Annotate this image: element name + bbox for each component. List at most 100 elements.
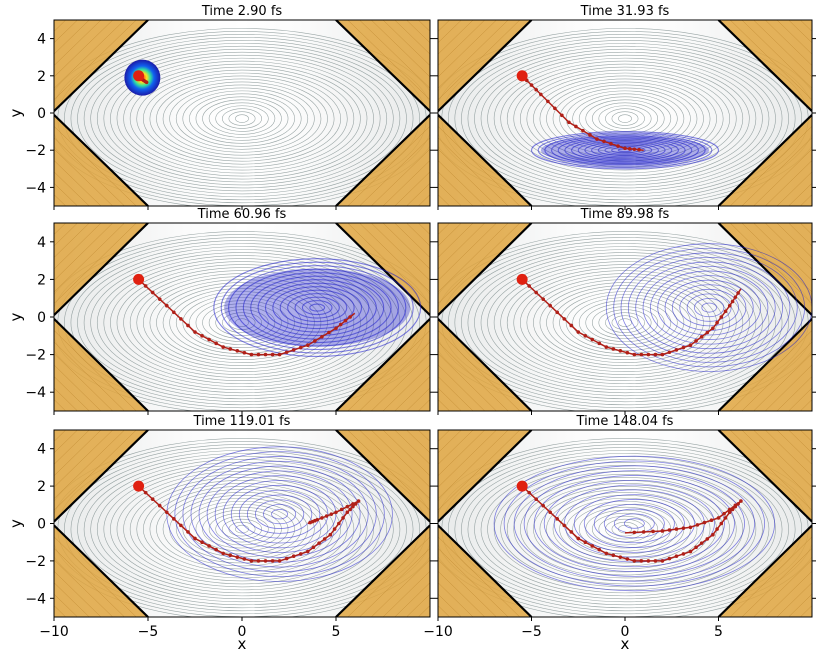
- potential-contour: [77, 453, 407, 606]
- wall-contour: [765, 20, 812, 66]
- wall-contour: [438, 387, 462, 411]
- wall-contour: [438, 536, 520, 617]
- wall-contour: [730, 536, 812, 617]
- y-tick-label: 0: [37, 310, 46, 326]
- y-tick-label: 2: [37, 272, 46, 288]
- wall-contour: [54, 223, 137, 304]
- wall-contour: [406, 183, 430, 206]
- trajectory-point: [284, 556, 289, 561]
- wall-contour: [347, 330, 430, 411]
- wall-contour: [54, 20, 102, 66]
- trajectory-point: [270, 559, 275, 563]
- wall-contour: [418, 605, 430, 617]
- wall-contour: [800, 605, 812, 617]
- wall-contour: [438, 223, 509, 293]
- trajectory-point: [320, 334, 324, 339]
- wall-contour: [765, 571, 812, 617]
- y-tick-label: −4: [25, 180, 46, 196]
- potential-contour: [110, 468, 374, 591]
- wavepacket-contour: [664, 279, 754, 336]
- wall-contour: [776, 430, 812, 465]
- wall-contour: [54, 353, 113, 411]
- wavepacket-contour: [230, 484, 329, 544]
- wall-contour: [406, 387, 430, 411]
- wall-contour: [382, 20, 430, 66]
- potential-contour: [519, 273, 731, 373]
- wall-contour: [788, 387, 812, 411]
- wall-boundary: [54, 524, 149, 617]
- wall-contour: [54, 430, 78, 454]
- potential-contour: [70, 243, 414, 403]
- wall-contour: [753, 430, 812, 488]
- trajectory-point: [317, 541, 321, 545]
- trajectory-point: [595, 137, 599, 141]
- trajectory-point: [604, 551, 609, 556]
- trajectory-point: [646, 559, 651, 563]
- trajectory-point: [705, 537, 710, 541]
- panel-3: Time 60.96 fs −4 −2 0 2 4 y: [7, 207, 434, 415]
- potential-contour: [96, 462, 388, 597]
- wall-contour: [753, 559, 812, 617]
- potential-contour: [143, 276, 341, 370]
- potential-contour: [235, 318, 249, 327]
- potential-contour: [611, 111, 639, 126]
- wall-boundary: [335, 114, 430, 206]
- wall-contour: [438, 223, 520, 304]
- trajectory-point: [332, 527, 337, 531]
- wavepacket-contour: [679, 288, 739, 327]
- trajectory-point: [569, 530, 574, 534]
- trajectory-point: [165, 303, 169, 308]
- wall-contour: [371, 353, 430, 411]
- potential-contour: [438, 438, 812, 617]
- wall-contour: [54, 341, 125, 411]
- wavepacket-contour: [220, 261, 414, 354]
- wall-contour: [438, 20, 462, 43]
- wall-contour: [54, 223, 66, 235]
- trajectory-point: [529, 83, 534, 87]
- wall-contour: [438, 171, 474, 206]
- trajectory-point: [328, 532, 333, 537]
- trajectory-point: [660, 559, 665, 563]
- potential-contour: [585, 303, 665, 342]
- potential-contour: [461, 42, 789, 195]
- panel-4: Time 89.98 fs: [434, 207, 816, 415]
- wavepacket-contour: [613, 247, 806, 368]
- wall-contour: [54, 548, 125, 617]
- trajectory-point: [235, 555, 240, 559]
- trajectory-point: [723, 309, 728, 314]
- wall-contour: [347, 223, 430, 304]
- trajectory-point: [674, 527, 679, 531]
- potential-contour: [54, 231, 430, 411]
- wall-boundary: [438, 430, 533, 523]
- wavepacket-contour: [642, 266, 776, 350]
- wall-contour: [438, 126, 520, 206]
- trajectory-point: [339, 507, 344, 512]
- wall-contour: [753, 148, 812, 206]
- potential-contour: [182, 294, 302, 351]
- wall-contour: [438, 430, 497, 488]
- trajectory-point: [588, 133, 592, 137]
- potential-contour: [500, 60, 750, 177]
- wavepacket-contour: [694, 298, 725, 318]
- potential-contour: [182, 90, 302, 147]
- wavepacket-contour: [255, 499, 305, 529]
- wall-contour: [776, 20, 812, 55]
- potential-contour: [175, 291, 309, 354]
- x-tick-label: −5: [138, 624, 159, 640]
- trajectory-point: [553, 106, 557, 111]
- wavepacket-contour: [603, 508, 665, 539]
- wall-contour: [359, 430, 430, 499]
- potential-contour: [103, 54, 381, 183]
- wavepacket-contour: [301, 300, 333, 316]
- trajectory-point: [345, 504, 350, 509]
- wall-contour: [54, 430, 102, 476]
- trajectory-point: [334, 326, 338, 331]
- potential-contour: [169, 84, 315, 153]
- wall-contour: [741, 20, 812, 89]
- potential-contour: [552, 84, 698, 153]
- trajectory-point: [345, 510, 350, 515]
- trajectory-point: [736, 502, 740, 506]
- potential-contour: [552, 288, 698, 357]
- potential-contour: [195, 300, 289, 345]
- wall-contour: [54, 183, 78, 206]
